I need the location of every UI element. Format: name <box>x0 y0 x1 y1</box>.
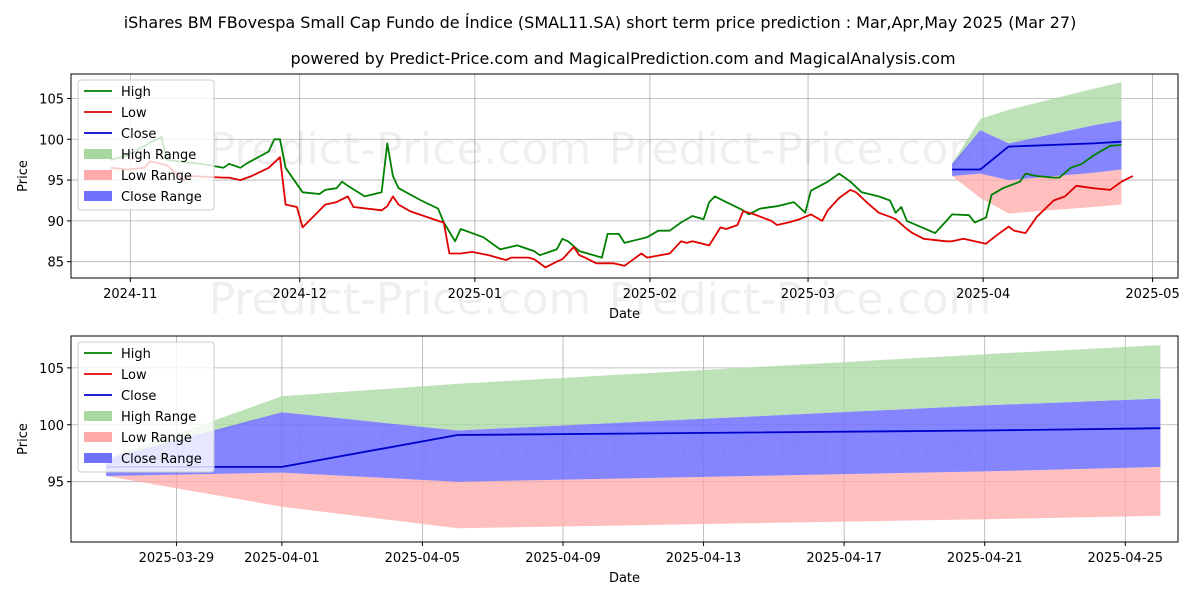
y-tick-label: 100 <box>39 133 64 148</box>
x-tick-label: 2025-04-13 <box>666 551 742 566</box>
legend-label-close: Close <box>121 127 156 142</box>
top-chart-panel: Predict-Price.com Predict-Price.com Predic… <box>16 73 1180 325</box>
x-tick-label: 2025-04-05 <box>385 551 461 566</box>
legend-label-close: Close <box>121 389 156 404</box>
legend-swatch-close-range <box>84 191 112 201</box>
legend-label-low-range: Low Range <box>121 431 192 446</box>
plot-frame <box>70 73 1179 279</box>
y-tick-label: 85 <box>47 256 64 271</box>
plot-area <box>106 345 1161 529</box>
plot-area <box>110 82 1134 269</box>
plot-frame <box>70 335 1179 543</box>
legend-swatch-high-range <box>84 149 112 159</box>
low-series-line <box>110 156 1134 269</box>
low-range-band <box>106 466 1161 529</box>
legend-label-low: Low <box>121 368 147 383</box>
watermark-text: Predict-Price.com <box>209 124 592 175</box>
legend-label-high-range: High Range <box>121 410 196 425</box>
x-tick-label: 2025-03-29 <box>139 551 215 566</box>
x-tick-label: 2025-03 <box>781 287 835 302</box>
watermark-text: Predict-Price.com <box>609 274 992 325</box>
x-tick-label: 2024-12 <box>273 287 327 302</box>
x-axis-label: Date <box>609 307 640 322</box>
y-tick-label: 90 <box>47 215 64 230</box>
legend-label-high-range: High Range <box>121 148 196 163</box>
x-tick-label: 2025-04-25 <box>1088 551 1164 566</box>
legend-label-high: High <box>121 347 151 362</box>
close-series-line <box>106 427 1161 468</box>
y-axis-label: Price <box>16 423 31 455</box>
x-tick-label: 2025-04-17 <box>806 551 882 566</box>
y-axis-label: Price <box>16 160 31 192</box>
watermark-text: Predict-Price.com <box>209 274 592 325</box>
y-tick-label: 95 <box>47 174 64 189</box>
legend: High Low Close High Range Low Range Close Ran… <box>77 341 215 473</box>
x-tick-label: 2025-02 <box>623 287 677 302</box>
y-tick-label: 105 <box>39 362 64 377</box>
watermark-text: Predict-Price.com <box>609 124 992 175</box>
high-series-line <box>110 135 1122 259</box>
legend-swatch-close-range <box>84 453 112 463</box>
low-range-band <box>952 169 1122 214</box>
legend-swatch-low-range <box>84 170 112 180</box>
high-range-band <box>952 82 1122 170</box>
x-tick-label: 2025-04-01 <box>244 551 320 566</box>
high-range-band <box>106 345 1161 467</box>
legend-swatch-high-range <box>84 411 112 421</box>
close-range-band <box>106 398 1161 482</box>
legend-label-low-range: Low Range <box>121 169 192 184</box>
x-tick-label: 2025-04-09 <box>525 551 601 566</box>
y-tick-label: 95 <box>47 476 64 491</box>
x-tick-label: 2025-04 <box>956 287 1010 302</box>
x-axis-label: Date <box>609 571 640 586</box>
legend-label-high: High <box>121 85 151 100</box>
legend-label-close-range: Close Range <box>121 452 202 467</box>
x-tick-label: 2025-01 <box>448 287 502 302</box>
legend-label-close-range: Close Range <box>121 190 202 205</box>
legend-swatch-low-range <box>84 432 112 442</box>
x-tick-label: 2025-04-21 <box>947 551 1023 566</box>
legend-label-low: Low <box>121 106 147 121</box>
y-tick-label: 100 <box>39 419 64 434</box>
x-tick-label: 2025-05 <box>1125 287 1179 302</box>
legend: High Low Close High Range Low Range Close Ran… <box>77 79 215 211</box>
y-tick-label: 105 <box>39 92 64 107</box>
close-series-line <box>952 140 1122 171</box>
chart-subtitle: powered by Predict-Price.com and Magical… <box>290 49 955 68</box>
chart-title: iShares BM FBovespa Small Cap Fundo de Í… <box>124 13 1077 32</box>
bottom-chart-panel: Predict-Price.comPredict-Price.com951001… <box>16 335 1179 586</box>
x-tick-label: 2024-11 <box>103 287 157 302</box>
